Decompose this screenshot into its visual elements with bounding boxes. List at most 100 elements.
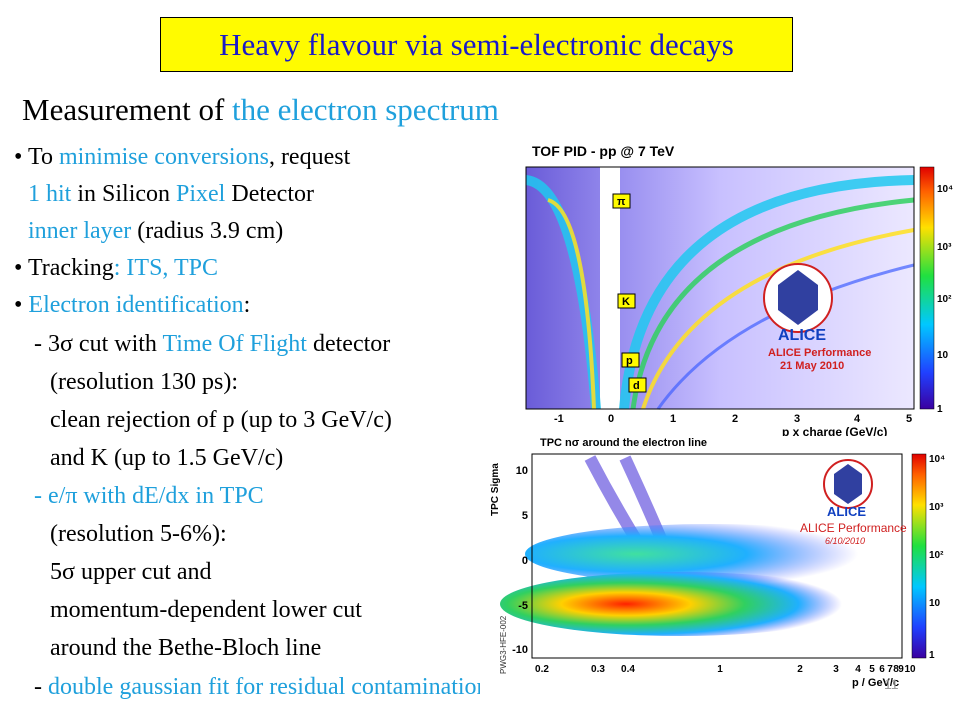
bullet-tracking: • Tracking: ITS, TPC bbox=[14, 254, 218, 282]
tpc-alice-logo: ALICE bbox=[823, 459, 873, 519]
tof-gap bbox=[600, 167, 620, 409]
tpc-zticks: 10⁴ 10³ 10² 10 1 bbox=[929, 454, 945, 661]
tof-label-d: d bbox=[633, 380, 640, 392]
text-span: Time Of Flight bbox=[162, 331, 307, 357]
tof-performance-label: ALICE Performance bbox=[768, 347, 871, 359]
tpc-plot-frame bbox=[531, 453, 903, 659]
tpc-cut-line1: - e/π with dE/dx in TPC bbox=[34, 483, 264, 509]
tof-xlabel: p x charge (GeV/c) bbox=[782, 425, 887, 439]
tpc-xticks: 0.2 0.3 0.4 1 2 3 4 5 6 7 8 9 10 bbox=[535, 664, 916, 675]
text-span: 1 hit bbox=[28, 181, 72, 207]
tpc-xtick: 0.4 bbox=[621, 664, 635, 675]
text-span: : bbox=[243, 292, 251, 318]
tpc-pion-band bbox=[500, 572, 860, 636]
text-span: Electron identification bbox=[28, 292, 244, 318]
tpc-performance-date: 6/10/2010 bbox=[825, 536, 865, 546]
tof-band-left-kaon bbox=[547, 198, 596, 410]
text-span: inner layer bbox=[28, 218, 132, 244]
text-span: - 3σ cut with bbox=[34, 331, 163, 357]
bullet-conversions-line2: 1 hit in Silicon Pixel Detector bbox=[28, 180, 314, 208]
tpc-cut-line2: (resolution 5-6%): bbox=[50, 521, 227, 547]
text-span: minimise conversions bbox=[58, 144, 269, 170]
text-span: double gaussian fit for residual contami… bbox=[48, 674, 489, 700]
tpc-side-label: PWG3-HFE-002 bbox=[499, 615, 508, 674]
text-span: in Silicon bbox=[71, 181, 177, 207]
text-span: : ITS, TPC bbox=[113, 255, 218, 281]
tof-band-pion bbox=[619, 175, 915, 410]
tpc-xtick: 4 bbox=[855, 664, 861, 675]
bullet-conversions-line1: • To minimise conversions, request bbox=[14, 143, 350, 171]
tof-band-deuteron bbox=[656, 263, 915, 410]
tof-xtick: 0 bbox=[608, 413, 614, 425]
tof-cut-line2: (resolution 130 ps): bbox=[50, 369, 238, 395]
tof-xtick: 1 bbox=[670, 413, 676, 425]
tof-color-scale bbox=[919, 166, 935, 410]
tof-label-k-box bbox=[617, 293, 636, 309]
tof-label-pi-box bbox=[612, 193, 631, 209]
tpc-electron-band bbox=[525, 524, 895, 584]
text-span: • bbox=[14, 292, 29, 318]
tof-xtick: 3 bbox=[794, 413, 800, 425]
tpc-xtick: 5 bbox=[869, 664, 875, 675]
tof-logo-text: ALICE bbox=[778, 327, 826, 344]
tpc-ztick: 1 bbox=[929, 650, 935, 661]
slide-title: Heavy flavour via semi-electronic decays bbox=[219, 26, 734, 62]
tpc-xtick: 0.2 bbox=[535, 664, 549, 675]
page-number: 11 bbox=[884, 676, 899, 692]
text-span: - bbox=[34, 674, 48, 700]
bullet-conversions-line3: inner layer (radius 3.9 cm) bbox=[28, 217, 283, 245]
tpc-xtick: 0.3 bbox=[591, 664, 605, 675]
tof-xtick: 5 bbox=[906, 413, 912, 425]
tof-zticks: 10⁴ 10³ 10² 10 1 bbox=[937, 184, 953, 415]
tpc-xlabel: p / GeV/c bbox=[852, 677, 899, 689]
tof-xticks: -1 0 1 2 3 4 5 bbox=[554, 413, 912, 425]
tpc-color-scale bbox=[911, 453, 927, 659]
text-span: Detector bbox=[225, 181, 314, 207]
tpc-xtick: 1 bbox=[717, 664, 723, 675]
tpc-ylabel: TPC Sigma bbox=[490, 463, 501, 516]
tpc-xtick: 9 bbox=[898, 664, 904, 675]
text-span: • Tracking bbox=[14, 255, 114, 281]
tof-cut-line3: clean rejection of p (up to 3 GeV/c) bbox=[50, 407, 392, 433]
bullet-electron-id: • Electron identification: bbox=[14, 291, 250, 319]
tpc-ztick: 10 bbox=[929, 598, 941, 609]
tpc-ztick: 10² bbox=[929, 550, 944, 561]
text-span: • To bbox=[14, 144, 59, 170]
tof-label-p: p bbox=[626, 355, 633, 367]
tof-ztick: 10³ bbox=[937, 242, 952, 253]
tof-performance-date: 21 May 2010 bbox=[780, 360, 844, 372]
slide-subtitle: Measurement of the electron spectrum bbox=[22, 92, 499, 128]
tpc-cut-line5: around the Bethe-Bloch line bbox=[50, 635, 322, 661]
tpc-xtick: 6 bbox=[879, 664, 885, 675]
text-span: , request bbox=[268, 144, 351, 170]
tof-ztick: 1 bbox=[937, 404, 943, 415]
tof-label-pi: π bbox=[617, 196, 626, 208]
subtitle-part-black: Measurement of bbox=[22, 92, 233, 127]
tpc-ytick: -10 bbox=[512, 644, 528, 656]
tof-xtick: 2 bbox=[732, 413, 738, 425]
tpc-xtick: 8 bbox=[893, 664, 899, 675]
tof-label-p-box bbox=[621, 352, 640, 368]
text-span: detector bbox=[306, 331, 391, 357]
tpc-performance-label: ALICE Performance bbox=[800, 521, 907, 535]
tpc-cut-line3: 5σ upper cut and bbox=[50, 559, 212, 585]
double-gaussian-line: - double gaussian fit for residual conta… bbox=[34, 673, 489, 701]
text-span: (radius 3.9 cm) bbox=[131, 218, 284, 244]
tpc-nsigma-figure: TPC nσ around the electron line TPC Sigm… bbox=[480, 436, 960, 696]
tof-ztick: 10² bbox=[937, 294, 952, 305]
subtitle-part-cyan: the electron spectrum bbox=[232, 92, 499, 127]
tpc-ytick: 5 bbox=[522, 510, 528, 522]
tpc-ytick: 10 bbox=[516, 465, 528, 477]
tpc-plot-title: TPC nσ around the electron line bbox=[540, 437, 707, 449]
tpc-xtick: 10 bbox=[904, 664, 916, 675]
tof-xtick: 4 bbox=[854, 413, 861, 425]
tof-plot-frame bbox=[525, 166, 915, 410]
tpc-xtick: 2 bbox=[797, 664, 803, 675]
tof-band-proton bbox=[641, 228, 915, 410]
tof-ztick: 10⁴ bbox=[937, 184, 953, 195]
tof-cut-line1: - 3σ cut with Time Of Flight detector bbox=[34, 330, 390, 358]
tpc-ytick: -5 bbox=[518, 600, 528, 612]
slide-title-box: Heavy flavour via semi-electronic decays bbox=[160, 17, 793, 72]
tof-plot-title: TOF PID - pp @ 7 TeV bbox=[532, 143, 675, 159]
tof-pid-figure: TOF PID - pp @ 7 TeV π K p d ALICE ALICE… bbox=[508, 140, 958, 440]
